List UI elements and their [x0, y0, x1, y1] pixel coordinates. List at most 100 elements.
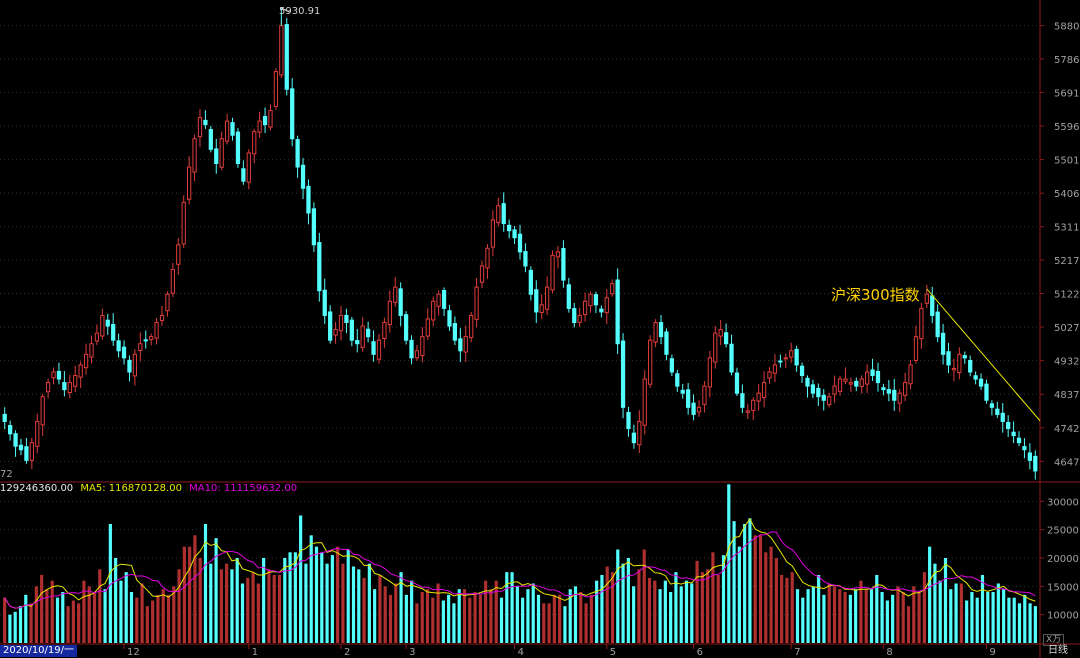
candle-body — [393, 286, 398, 303]
volume-bar — [351, 566, 356, 643]
volume-bar — [780, 575, 784, 643]
volume-bar — [980, 575, 985, 643]
price-tick-label: 5596 — [1054, 122, 1079, 133]
volume-bar — [61, 592, 65, 643]
price-tick-label: 4837 — [1054, 390, 1079, 401]
candle-body — [550, 254, 555, 291]
volume-bar — [912, 586, 916, 643]
volume-bar — [653, 580, 657, 643]
volume-bar — [103, 589, 107, 643]
volume-bar — [743, 524, 747, 643]
volume-bar — [891, 594, 895, 643]
volume-bar — [457, 589, 461, 643]
vol-value: 129246360.00 — [0, 483, 74, 494]
candle-body — [431, 300, 436, 321]
period-selector[interactable]: 日线 — [1048, 645, 1068, 656]
volume-tick-label: 20000 — [1047, 554, 1079, 565]
candle-body — [111, 323, 116, 341]
volume-bar — [959, 583, 963, 643]
candle-body — [544, 286, 550, 310]
candle-body — [799, 365, 805, 377]
candle-body — [995, 408, 1000, 415]
volume-bar — [616, 549, 620, 643]
time-tick-label: 3 — [409, 647, 415, 658]
ma5-value: 116870128.00 — [108, 483, 182, 494]
volume-bar — [209, 563, 213, 643]
candle-body — [35, 420, 40, 447]
candle-body — [132, 353, 138, 377]
volume-bar — [526, 589, 530, 643]
volume-bar — [875, 575, 879, 643]
volume-bar — [970, 592, 974, 643]
candle-body — [566, 284, 571, 309]
volume-bar — [716, 575, 720, 643]
candle-body — [881, 387, 886, 391]
ma10-name: MA10 — [189, 483, 218, 494]
candle-body — [718, 329, 723, 337]
candle-body — [490, 219, 496, 248]
candle-body — [951, 367, 957, 371]
volume-bar — [764, 552, 768, 643]
candle-body — [789, 350, 794, 358]
volume-bar — [66, 606, 70, 643]
volume-bar — [906, 606, 911, 643]
volume-bar — [214, 538, 218, 643]
volume-bar — [399, 572, 403, 643]
volume-bar — [304, 563, 308, 643]
candle-body — [913, 336, 919, 361]
time-tick-label: 2 — [344, 647, 350, 658]
candle-body — [295, 139, 300, 168]
candle-body — [501, 203, 506, 225]
candle-body — [452, 323, 458, 341]
candle-body — [713, 332, 718, 363]
candle-body — [447, 310, 452, 327]
volume-bar — [801, 597, 805, 643]
volume-bar — [484, 580, 488, 643]
volume-bar — [896, 586, 900, 643]
volume-bar — [563, 606, 567, 643]
candle-body — [273, 71, 279, 107]
candle-body — [528, 269, 533, 295]
candle-body — [978, 378, 984, 387]
volume-bar — [684, 580, 689, 643]
volume-bar — [203, 524, 208, 643]
volume-bar — [494, 580, 498, 643]
candle-body — [658, 322, 664, 338]
candle-body — [414, 350, 420, 359]
volume-bar — [82, 580, 86, 643]
volume-bar — [584, 603, 588, 643]
volume-bar — [341, 563, 345, 643]
volume-bar — [589, 594, 593, 643]
volume-bar — [8, 614, 12, 643]
candle-body — [100, 314, 105, 337]
volume-bar — [901, 592, 905, 643]
volume-bar — [568, 589, 572, 643]
volume-bar — [637, 569, 641, 643]
volume-bar — [843, 592, 847, 643]
candle-body — [56, 370, 62, 380]
candle-body — [577, 314, 582, 323]
candle-body — [745, 410, 750, 413]
candle-body — [479, 265, 485, 283]
volume-bar — [240, 583, 245, 643]
candle-body — [810, 384, 816, 394]
volume-bar — [140, 583, 144, 643]
candle-body — [105, 319, 110, 327]
volume-bar — [177, 569, 181, 643]
time-tick-label: 8 — [886, 647, 892, 658]
candle-body — [382, 322, 387, 340]
volume-bar — [299, 515, 303, 643]
volume-bar — [753, 535, 757, 643]
volume-bar — [330, 555, 334, 643]
volume-bar — [262, 558, 266, 643]
candle-body — [1000, 412, 1005, 422]
volume-bar — [774, 558, 778, 643]
time-tick-label: 7 — [794, 647, 800, 658]
candle-body — [664, 331, 669, 355]
candle-body — [425, 318, 430, 337]
candle-body — [241, 168, 246, 182]
volume-tick-label: 25000 — [1047, 526, 1079, 537]
candle-body — [680, 389, 685, 394]
candle-body — [469, 314, 474, 339]
candle-body — [1016, 437, 1022, 444]
